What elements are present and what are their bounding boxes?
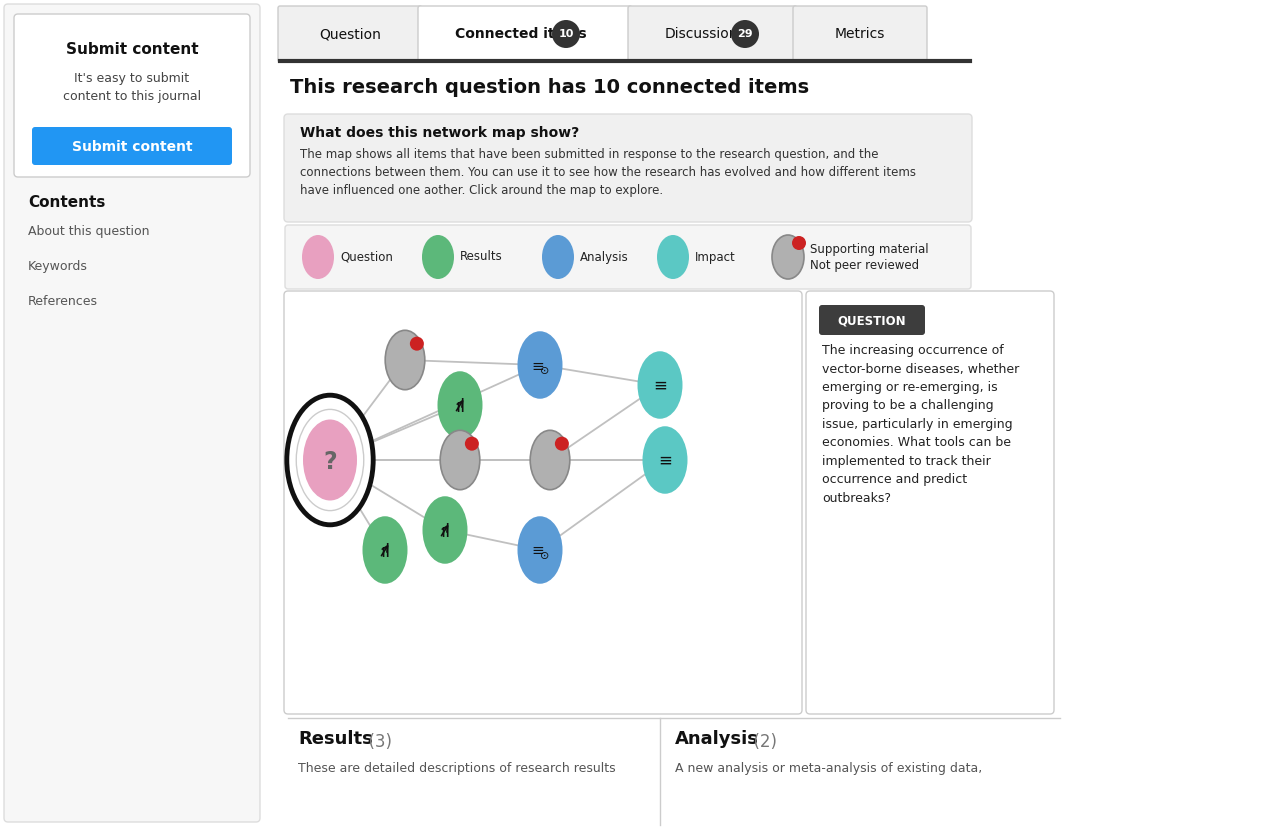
Circle shape [552,20,580,48]
Text: Connected items: Connected items [454,27,586,41]
Text: ≡: ≡ [531,359,544,374]
Text: The increasing occurrence of
vector-borne diseases, whether
emerging or re-emerg: The increasing occurrence of vector-born… [822,344,1019,505]
Text: QUESTION: QUESTION [837,314,906,328]
Text: The map shows all items that have been submitted in response to the research que: The map shows all items that have been s… [300,148,916,197]
Ellipse shape [438,371,483,438]
Circle shape [410,337,424,350]
Ellipse shape [422,496,467,564]
FancyBboxPatch shape [419,6,632,62]
Ellipse shape [517,331,562,399]
Text: Supporting material
Not peer reviewed: Supporting material Not peer reviewed [810,242,928,271]
Ellipse shape [303,419,357,501]
Text: Contents: Contents [28,195,105,210]
Text: This research question has 10 connected items: This research question has 10 connected … [291,78,809,97]
Text: (2): (2) [742,733,777,751]
Ellipse shape [541,235,573,279]
Text: Results: Results [298,730,372,748]
Text: Question: Question [319,27,381,41]
Ellipse shape [657,235,689,279]
Text: Analysis: Analysis [675,730,759,748]
Text: ≡: ≡ [658,452,672,470]
FancyBboxPatch shape [14,14,250,177]
Text: Results: Results [460,250,503,264]
Ellipse shape [422,235,454,279]
Text: Discussion: Discussion [666,27,739,41]
FancyBboxPatch shape [4,4,260,822]
Ellipse shape [385,330,425,389]
Text: ıl: ıl [454,398,465,416]
Text: 29: 29 [737,29,753,39]
Ellipse shape [296,409,364,511]
Text: ⊙: ⊙ [540,551,549,561]
Text: 10: 10 [558,29,573,39]
Text: Submit content: Submit content [65,42,198,57]
Circle shape [731,20,759,48]
Text: Question: Question [340,250,393,264]
Ellipse shape [637,351,682,418]
Text: These are detailed descriptions of research results: These are detailed descriptions of resea… [298,762,616,775]
Ellipse shape [517,516,562,584]
FancyBboxPatch shape [278,6,422,62]
Ellipse shape [362,516,407,584]
Text: Metrics: Metrics [835,27,886,41]
FancyBboxPatch shape [819,305,925,335]
Ellipse shape [772,235,804,279]
Text: ⊙: ⊙ [540,366,549,376]
Circle shape [465,437,479,451]
FancyBboxPatch shape [794,6,927,62]
Text: Submit content: Submit content [72,140,192,154]
Ellipse shape [530,430,570,490]
Ellipse shape [440,430,480,490]
Text: Impact: Impact [695,250,736,264]
Text: Keywords: Keywords [28,260,88,273]
Text: What does this network map show?: What does this network map show? [300,126,580,140]
Text: ≡: ≡ [653,377,667,395]
Ellipse shape [287,395,374,525]
FancyBboxPatch shape [806,291,1053,714]
Text: About this question: About this question [28,225,150,238]
FancyBboxPatch shape [285,225,972,289]
FancyBboxPatch shape [284,114,972,222]
Ellipse shape [643,426,687,493]
Ellipse shape [302,235,334,279]
Text: It's easy to submit
content to this journal: It's easy to submit content to this jour… [63,72,201,103]
Text: ıl: ıl [380,543,390,561]
FancyBboxPatch shape [32,127,232,165]
Text: References: References [28,295,99,308]
FancyBboxPatch shape [628,6,797,62]
Circle shape [792,236,806,250]
Text: ?: ? [323,450,337,474]
Text: A new analysis or meta-analysis of existing data,: A new analysis or meta-analysis of exist… [675,762,982,775]
Text: Analysis: Analysis [580,250,628,264]
Text: ıl: ıl [440,523,451,541]
Text: (3): (3) [357,733,392,751]
Text: ≡: ≡ [531,543,544,558]
FancyBboxPatch shape [284,291,803,714]
Circle shape [556,437,568,451]
